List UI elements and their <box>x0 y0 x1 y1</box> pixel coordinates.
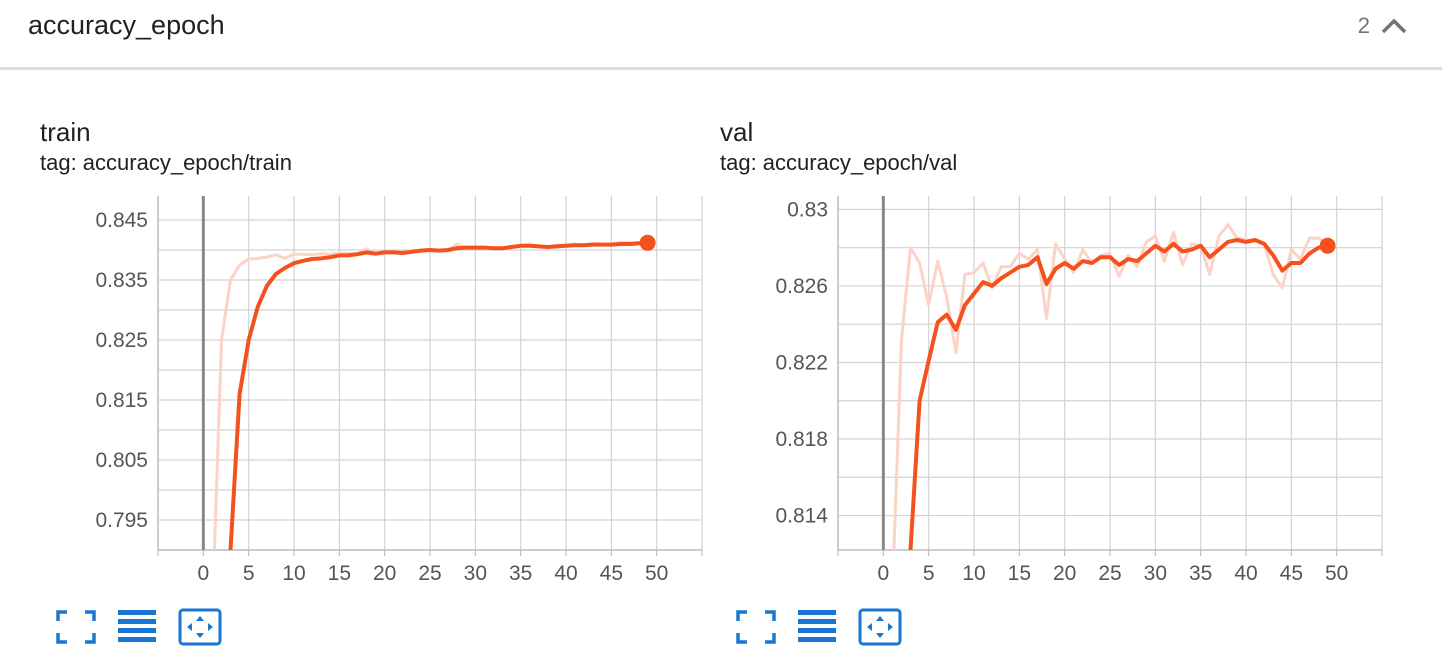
x-tick-label: 20 <box>373 562 396 585</box>
x-tick-label: 50 <box>1325 562 1348 585</box>
grid <box>837 196 1383 550</box>
x-tick-label: 40 <box>554 562 577 585</box>
y-tick-label: 0.818 <box>775 428 828 451</box>
series-line-smoothed <box>908 238 1329 550</box>
x-tick-label: 5 <box>243 562 255 585</box>
last-point-marker[interactable] <box>1319 237 1336 254</box>
x-tick-label: 45 <box>600 562 623 585</box>
y-tick-label: 0.815 <box>95 389 148 412</box>
x-tick-label: 35 <box>1189 562 1212 585</box>
x-tick-label: 5 <box>923 562 935 585</box>
card-count-badge: 2 <box>1357 13 1370 38</box>
fit-domain-icon[interactable] <box>178 608 222 646</box>
x-tick-label: 0 <box>197 562 209 585</box>
line-chart-train[interactable]: 0.845 0.835 0.825 0.815 0.805 0.795 0 5 10 15 20 25… <box>40 182 710 602</box>
y-tick-label: 0.814 <box>775 505 828 528</box>
series-line-smoothed <box>228 240 648 550</box>
x-tick-label: 10 <box>962 562 985 585</box>
x-tick-label: 0 <box>877 562 889 585</box>
y-tick-label: 0.795 <box>95 509 148 532</box>
card-title: val <box>720 117 754 147</box>
card-tag: tag: accuracy_epoch/train <box>40 150 292 175</box>
x-tick-label: 20 <box>1053 562 1076 585</box>
fullscreen-icon[interactable] <box>734 608 778 646</box>
section-title: accuracy_epoch <box>28 10 225 40</box>
data-table-icon[interactable] <box>116 608 160 646</box>
y-tick-label: 0.826 <box>775 275 828 298</box>
y-tick-label: 0.822 <box>775 351 828 374</box>
x-tick-label: 10 <box>282 562 305 585</box>
line-chart-val[interactable]: 0.83 0.826 0.822 0.818 0.814 0 5 10 15 20 25 30 35 40… <box>720 182 1390 602</box>
y-tick-label: 0.825 <box>95 329 148 352</box>
x-tick-label: 30 <box>464 562 487 585</box>
x-tick-label: 35 <box>509 562 532 585</box>
fit-domain-icon[interactable] <box>858 608 902 646</box>
x-tick-label: 25 <box>1098 562 1121 585</box>
x-tick-label: 15 <box>1008 562 1031 585</box>
x-tick-label: 50 <box>645 562 668 585</box>
x-tick-label: 15 <box>328 562 351 585</box>
y-tick-label: 0.835 <box>95 269 148 292</box>
card-tag: tag: accuracy_epoch/val <box>720 150 958 175</box>
section-header: accuracy_epoch 2 <box>0 0 1442 70</box>
card-title: train <box>40 117 91 147</box>
chart-card-val: val tag: accuracy_epoch/val 0.83 0.826 0.8… <box>720 112 1400 652</box>
x-tick-label: 40 <box>1234 562 1257 585</box>
x-tick-label: 45 <box>1280 562 1303 585</box>
chevron-up-icon[interactable] <box>1376 10 1412 42</box>
data-table-icon[interactable] <box>796 608 840 646</box>
y-tick-label: 0.805 <box>95 449 148 472</box>
chart-card-train: train tag: accuracy_epoch/train 0.845 0.8… <box>40 112 720 652</box>
y-tick-label: 0.845 <box>95 209 148 232</box>
y-tick-label: 0.83 <box>787 198 828 221</box>
fullscreen-icon[interactable] <box>54 608 98 646</box>
x-tick-label: 25 <box>418 562 441 585</box>
last-point-marker[interactable] <box>639 234 656 251</box>
x-tick-label: 30 <box>1144 562 1167 585</box>
